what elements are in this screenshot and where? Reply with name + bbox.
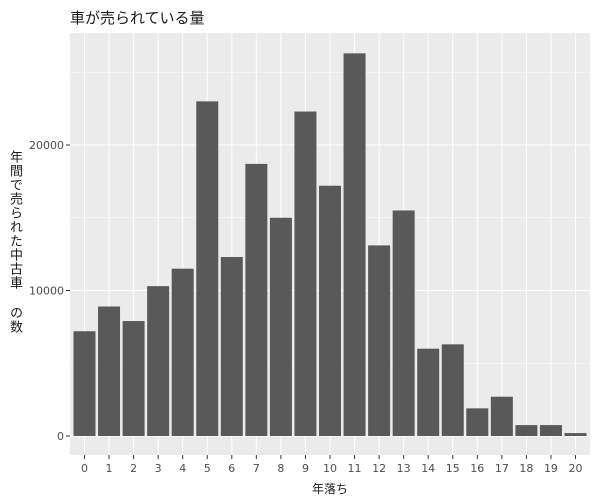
bar bbox=[392, 210, 415, 436]
x-tick-label: 15 bbox=[446, 462, 460, 475]
x-tick-label: 8 bbox=[277, 462, 284, 475]
y-tick-label: 10000 bbox=[29, 285, 64, 298]
bar bbox=[73, 331, 96, 436]
bar bbox=[564, 433, 587, 436]
x-tick-label: 20 bbox=[569, 462, 583, 475]
x-tick-label: 2 bbox=[130, 462, 137, 475]
y-axis-label: 年間で売られた中古車 の数 bbox=[7, 150, 22, 334]
x-tick-label: 3 bbox=[155, 462, 162, 475]
x-tick-label: 5 bbox=[204, 462, 211, 475]
bar bbox=[466, 408, 489, 436]
bar bbox=[294, 111, 317, 436]
bar bbox=[220, 257, 243, 436]
bar bbox=[269, 217, 292, 436]
x-tick-label: 7 bbox=[253, 462, 260, 475]
x-tick-label: 4 bbox=[179, 462, 186, 475]
x-tick-label: 9 bbox=[302, 462, 309, 475]
bar bbox=[343, 53, 366, 437]
x-axis-label: 年落ち bbox=[311, 482, 348, 496]
bar bbox=[539, 425, 562, 436]
bar bbox=[417, 348, 440, 436]
x-tick-label: 6 bbox=[228, 462, 235, 475]
y-tick-label: 20000 bbox=[29, 139, 64, 152]
x-tick-label: 10 bbox=[323, 462, 337, 475]
bar bbox=[98, 306, 121, 436]
bar bbox=[147, 286, 170, 436]
x-tick-label: 1 bbox=[106, 462, 113, 475]
x-tick-label: 0 bbox=[81, 462, 88, 475]
bar bbox=[122, 321, 145, 436]
x-tick-label: 16 bbox=[470, 462, 484, 475]
x-tick-label: 17 bbox=[495, 462, 509, 475]
bar bbox=[196, 101, 219, 436]
x-tick-label: 18 bbox=[519, 462, 533, 475]
bar bbox=[171, 268, 194, 436]
x-tick-label: 13 bbox=[397, 462, 411, 475]
bar bbox=[245, 163, 268, 437]
x-tick-label: 11 bbox=[348, 462, 362, 475]
bar bbox=[515, 425, 538, 436]
y-tick-label: 0 bbox=[57, 430, 64, 443]
bar bbox=[368, 245, 391, 436]
x-tick-label: 12 bbox=[372, 462, 386, 475]
chart-title: 車が売られている量 bbox=[70, 9, 205, 27]
bar bbox=[490, 396, 513, 436]
x-tick-label: 19 bbox=[544, 462, 558, 475]
bar bbox=[319, 185, 341, 436]
bar bbox=[441, 344, 464, 436]
x-tick-label: 14 bbox=[421, 462, 435, 475]
